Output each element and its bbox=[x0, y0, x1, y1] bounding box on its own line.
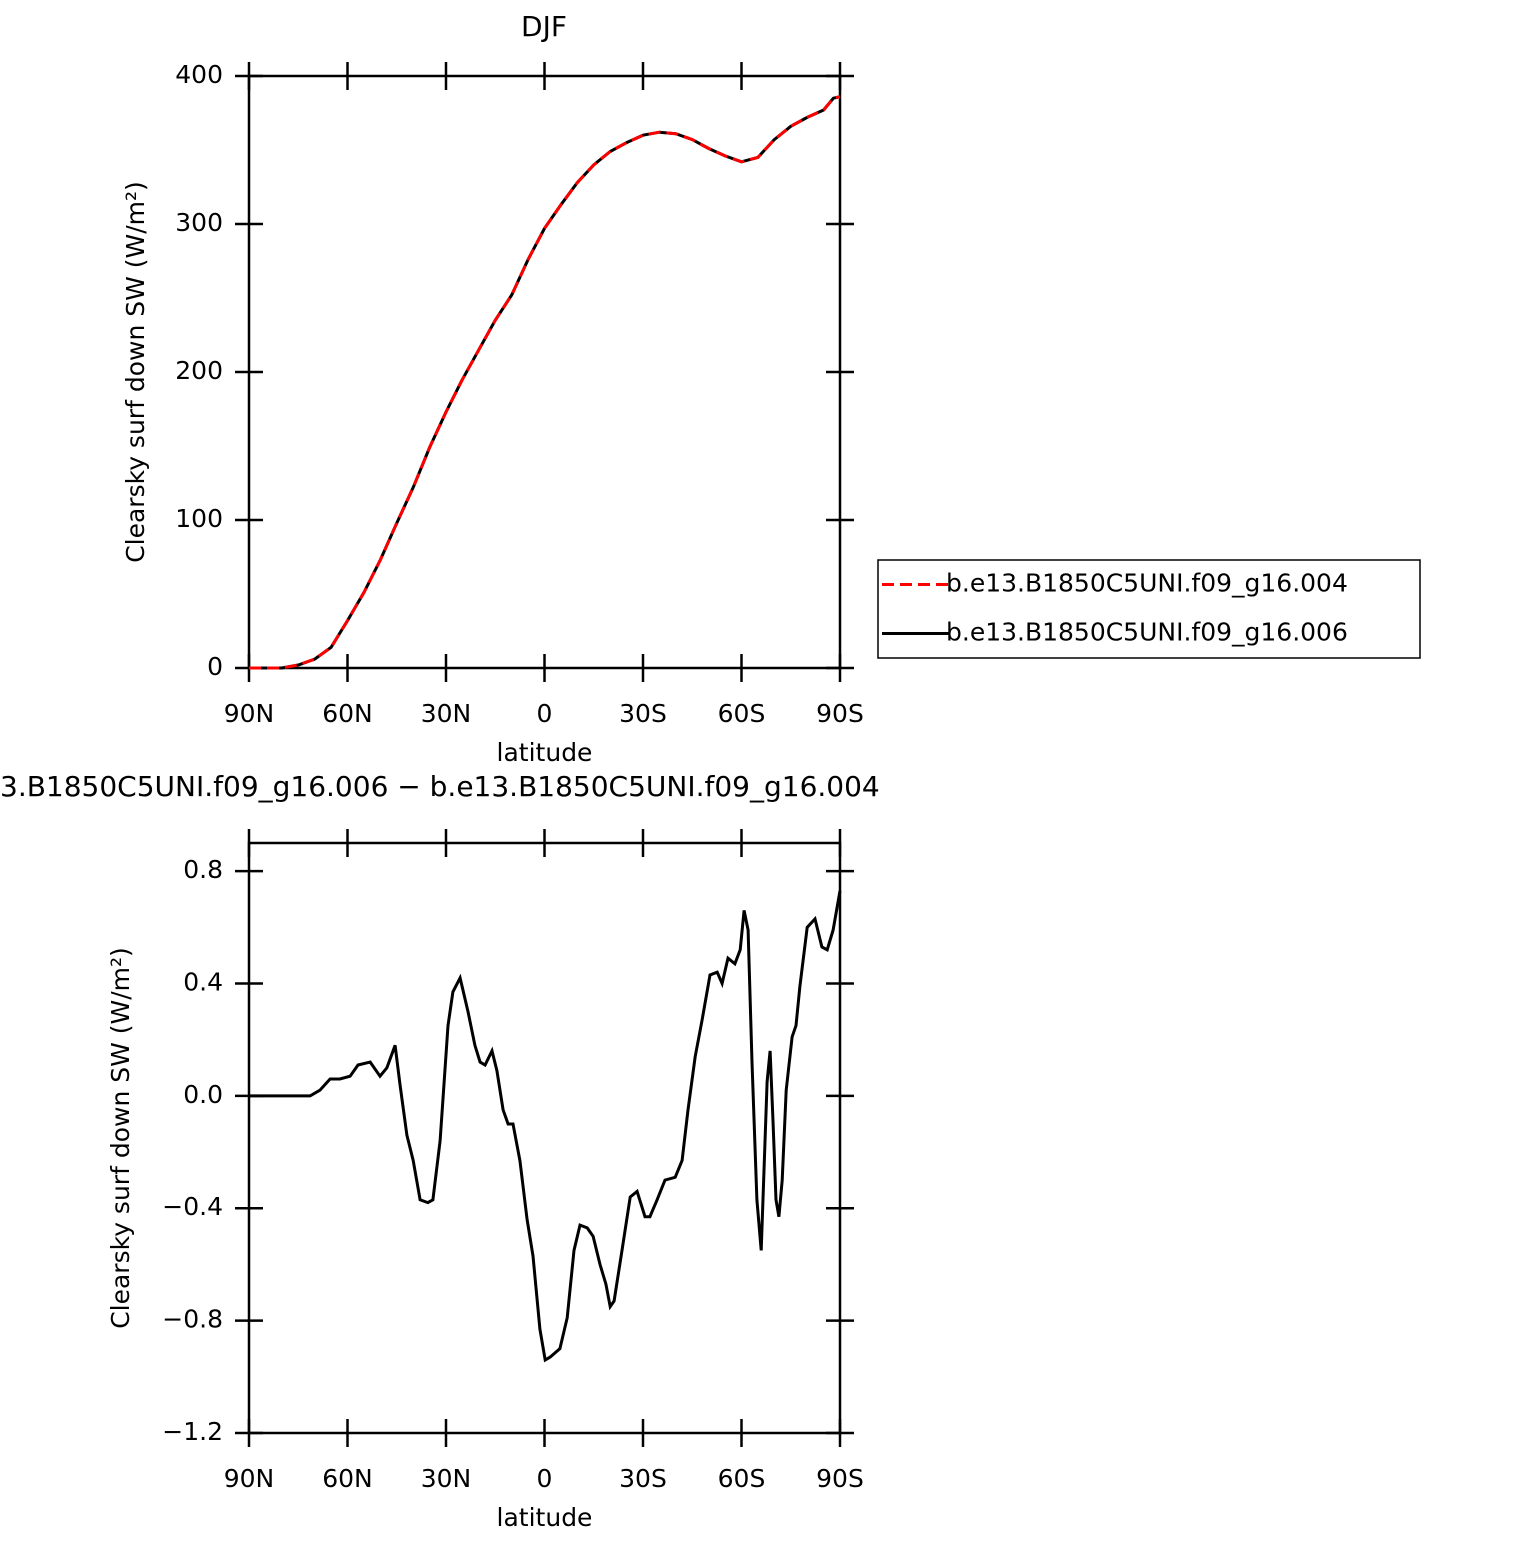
x-tick-label: 30S bbox=[619, 1464, 667, 1493]
x-tick-label: 90S bbox=[816, 699, 864, 728]
line-series bbox=[249, 95, 841, 670]
y-tick-label: −0.4 bbox=[162, 1192, 223, 1221]
x-tick-label: 90S bbox=[816, 1464, 864, 1493]
legend-box bbox=[877, 559, 1421, 659]
legend-label: b.e13.B1850C5UNI.f09_g16.006 bbox=[946, 618, 1348, 647]
y-tick-label: 200 bbox=[175, 356, 223, 385]
y-tick-label: −1.2 bbox=[162, 1417, 223, 1446]
x-tick-label: 90N bbox=[224, 1464, 275, 1493]
x-tick-label: 60N bbox=[322, 1464, 373, 1493]
y-tick-label: 300 bbox=[175, 208, 223, 237]
x-tick-label: 30N bbox=[421, 1464, 472, 1493]
x-tick-label: 60S bbox=[718, 1464, 766, 1493]
legend-label: b.e13.B1850C5UNI.f09_g16.004 bbox=[946, 569, 1348, 598]
x-tick-label: 90N bbox=[224, 699, 275, 728]
x-axis-label: latitude bbox=[497, 1503, 593, 1532]
y-tick-label: −0.8 bbox=[162, 1305, 223, 1334]
chart-title: DJF bbox=[521, 10, 567, 43]
y-tick-label: 0.0 bbox=[183, 1080, 223, 1109]
x-axis-label: latitude bbox=[497, 738, 593, 767]
y-tick-label: 0 bbox=[207, 652, 223, 681]
y-tick-label: 400 bbox=[175, 60, 223, 89]
chart-title: 3.B1850C5UNI.f09_g16.006 − b.e13.B1850C5… bbox=[0, 770, 880, 803]
y-axis-label: Clearsky surf down SW (W/m²) bbox=[106, 947, 135, 1329]
x-tick-label: 30S bbox=[619, 699, 667, 728]
x-tick-label: 0 bbox=[537, 699, 553, 728]
y-tick-label: 100 bbox=[175, 504, 223, 533]
x-tick-label: 30N bbox=[421, 699, 472, 728]
y-tick-label: 0.8 bbox=[183, 855, 223, 884]
line-series bbox=[249, 890, 842, 1363]
x-tick-label: 60S bbox=[718, 699, 766, 728]
x-tick-label: 60N bbox=[322, 699, 373, 728]
plot-frame bbox=[247, 841, 842, 1435]
line-series bbox=[249, 95, 841, 670]
plot-frame bbox=[247, 74, 842, 670]
x-tick-label: 0 bbox=[537, 1464, 553, 1493]
y-axis-label: Clearsky surf down SW (W/m²) bbox=[121, 181, 150, 563]
y-tick-label: 0.4 bbox=[183, 967, 223, 996]
